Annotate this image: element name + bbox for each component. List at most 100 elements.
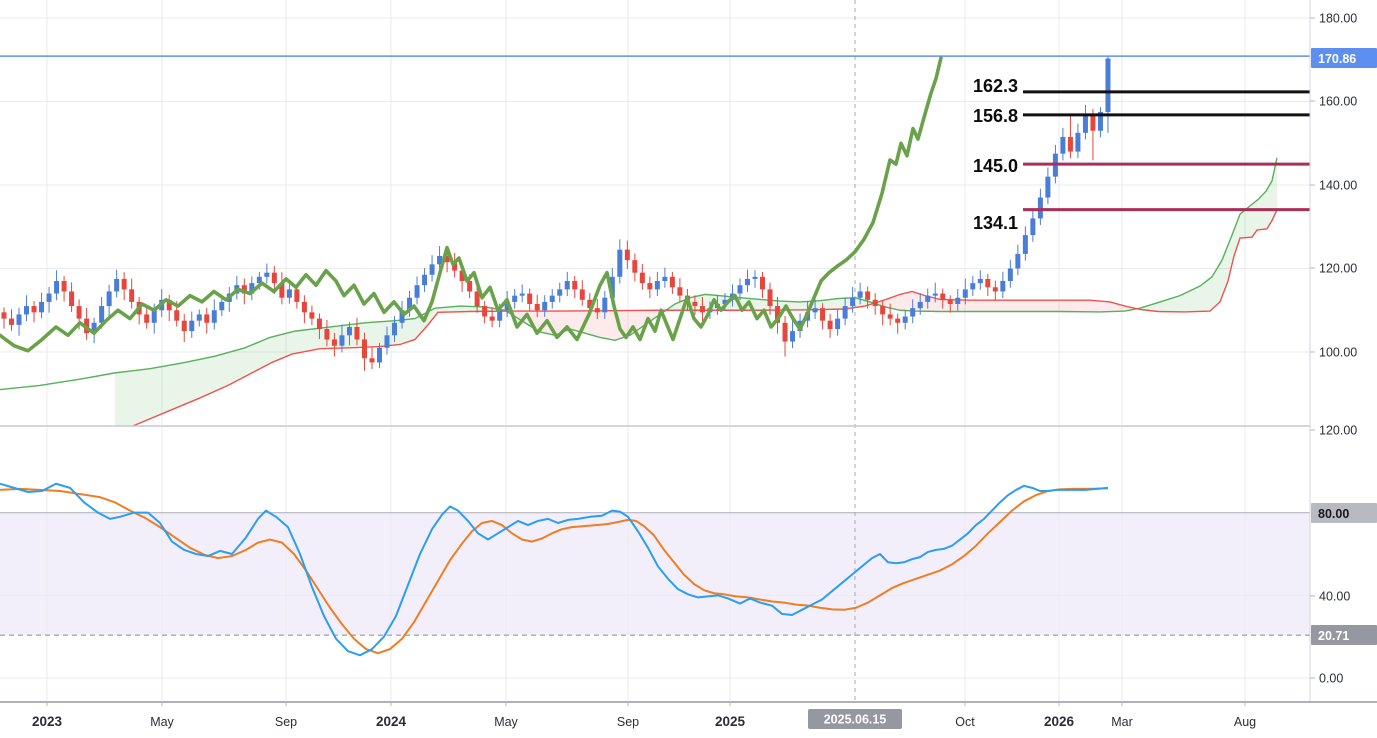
- price-axis[interactable]: 180.00 170.86 160.00 140.00 120.00 100.00 120.…: [1309, 0, 1377, 738]
- candlestick-series[interactable]: [1, 56, 1111, 371]
- candle-body: [992, 287, 998, 292]
- price-axis-bg[interactable]: [1310, 0, 1377, 738]
- candle-body: [850, 297, 856, 307]
- time-axis-label: 2024: [376, 714, 407, 729]
- candle-body: [489, 316, 495, 321]
- candle-body: [775, 306, 781, 323]
- candle-body: [69, 291, 75, 307]
- candle-body: [174, 310, 180, 321]
- candle-body: [204, 314, 210, 323]
- candle-body: [106, 291, 112, 307]
- candle-body: [1082, 114, 1088, 133]
- time-axis-label: Aug: [1234, 715, 1256, 729]
- candle-body: [865, 291, 871, 300]
- candle-body: [835, 318, 841, 330]
- candle-body: [377, 347, 382, 363]
- candle-body: [331, 339, 337, 346]
- price-axis-label: 120.00: [1319, 262, 1357, 276]
- candle-body: [669, 276, 675, 288]
- candle-body: [339, 335, 345, 346]
- candle-body: [196, 314, 202, 321]
- candle-body: [286, 289, 292, 298]
- candle-body: [24, 306, 30, 315]
- candle-body: [114, 278, 120, 292]
- candle-body: [46, 293, 52, 302]
- candle-body: [1022, 235, 1028, 254]
- candle-body: [880, 306, 886, 315]
- price-badge: [1311, 503, 1377, 523]
- stochastic-indicator[interactable]: [0, 482, 1109, 657]
- candle-body: [812, 308, 818, 313]
- candle-body: [910, 308, 916, 317]
- candle-body: [962, 289, 968, 298]
- candle-body: [316, 318, 322, 330]
- candle-body: [842, 306, 848, 319]
- stochastic-band: [0, 512, 1310, 636]
- candle-body: [459, 270, 465, 282]
- price-badge-label: 80.00: [1318, 507, 1349, 521]
- candle-body: [955, 297, 961, 304]
- candle-body: [602, 297, 608, 313]
- candle-body: [534, 303, 540, 311]
- candle-body: [782, 322, 788, 342]
- candle-body: [970, 283, 976, 290]
- candle-body: [699, 306, 705, 313]
- candle-body: [947, 299, 953, 304]
- candle-body: [474, 291, 480, 307]
- candle-body: [452, 262, 458, 271]
- candle-body: [497, 310, 503, 321]
- candle-body: [211, 310, 217, 323]
- candle-body: [249, 283, 255, 294]
- candle-body: [354, 326, 360, 340]
- candle-body: [1037, 197, 1043, 219]
- candle-body: [9, 318, 15, 325]
- candle-body: [437, 255, 443, 265]
- stochastic-d-line[interactable]: [0, 487, 1109, 655]
- candle-body: [407, 297, 413, 311]
- price-badge: [1311, 48, 1377, 68]
- time-axis-label: 2026: [1044, 714, 1075, 729]
- candle-body: [414, 285, 420, 298]
- price-axis-label: 0.00: [1319, 672, 1343, 686]
- candle-body: [594, 308, 600, 313]
- price-axis-label: 120.00: [1319, 424, 1357, 438]
- price-axis-label: 180.00: [1319, 12, 1357, 26]
- candle-body: [985, 278, 991, 288]
- candle-body: [467, 281, 473, 292]
- candle-body: [624, 249, 630, 261]
- date-marker-label: 2025.06.15: [824, 713, 887, 727]
- candle-body: [917, 301, 923, 309]
- candle-body: [519, 293, 525, 296]
- candle-body: [662, 276, 668, 282]
- candle-body: [639, 272, 645, 284]
- candle-body: [129, 289, 135, 302]
- candle-body: [279, 283, 285, 298]
- candle-body: [189, 320, 195, 332]
- senkou-b-line[interactable]: [115, 209, 1278, 433]
- candle-body: [887, 314, 893, 319]
- cloud-bear-fill: [875, 291, 1137, 312]
- candle-body: [790, 331, 796, 342]
- candle-body: [872, 299, 878, 307]
- candle-body: [1067, 136, 1073, 152]
- candle-body: [361, 339, 367, 359]
- date-marker-badge: [808, 709, 902, 729]
- time-axis[interactable]: 2023 May Sep 2024 May Sep 2025 Oct 2026 Mar Aug 202…: [0, 701, 1377, 729]
- candle-body: [737, 285, 743, 294]
- candle-body: [144, 314, 150, 323]
- candle-body: [767, 289, 773, 307]
- candle-body: [820, 308, 826, 321]
- stochastic-k-line[interactable]: [0, 482, 1109, 657]
- candle-body: [61, 281, 67, 292]
- comparison-symbol-line[interactable]: [0, 55, 943, 353]
- time-axis-label: 2023: [32, 714, 63, 729]
- candle-body: [895, 318, 901, 323]
- price-badge-label: 170.86: [1318, 52, 1356, 66]
- candle-body: [392, 322, 398, 336]
- candle-body: [857, 291, 863, 298]
- candle-body: [744, 278, 750, 286]
- candle-body: [632, 260, 638, 273]
- candle-body: [54, 281, 60, 294]
- candle-body: [654, 281, 660, 290]
